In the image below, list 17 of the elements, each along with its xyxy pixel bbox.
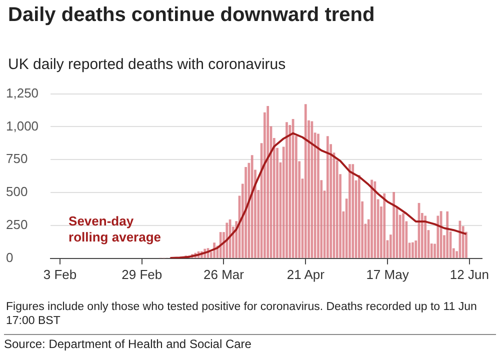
text: Figures include only those who tested positive for coronavirus. Deaths recorded up to 11 Jun 17:00 BST	[6, 300, 478, 328]
x-tick-label: 21 Apr	[286, 266, 326, 282]
y-tick-label: 0	[6, 250, 14, 265]
chart-title: Daily deaths continue downward trend	[8, 4, 375, 27]
source-note: Source: Department of Health and Social Care	[4, 334, 496, 351]
y-tick-label: 250	[6, 217, 28, 232]
x-tick-label: 29 Feb	[122, 266, 162, 282]
y-tick-label: 1,250	[6, 85, 39, 100]
y-tick-label: 750	[6, 151, 28, 166]
x-tick-label: 17 May	[366, 266, 410, 282]
y-tick-label: 500	[6, 184, 28, 200]
y-tick-label: 1,000	[6, 118, 39, 134]
series-label: Seven-day rolling average	[68, 213, 162, 244]
x-tick-label: 12 Jun	[450, 266, 489, 282]
x-tick-label: 26 Mar	[204, 266, 245, 282]
chart-subtitle: UK daily reported deaths with coronavirus	[8, 56, 286, 73]
x-tick-label: 3 Feb	[43, 266, 77, 282]
